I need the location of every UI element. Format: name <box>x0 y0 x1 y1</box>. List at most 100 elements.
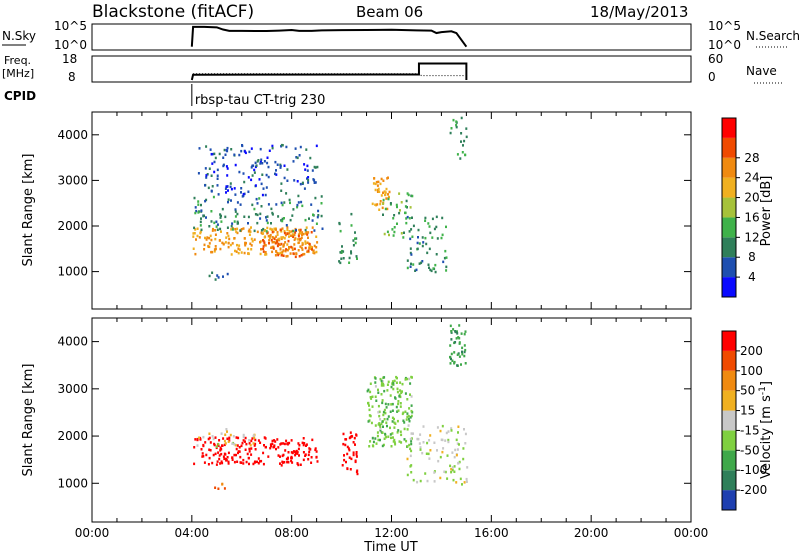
power-colorbar: 4 8 12 16 20 24 28 <box>721 117 760 298</box>
data-cell <box>400 433 403 437</box>
data-cell <box>463 332 466 336</box>
data-cell <box>280 242 283 246</box>
data-cell <box>451 468 454 472</box>
data-cell <box>404 392 407 395</box>
data-cell <box>250 248 253 251</box>
data-cell <box>306 169 309 172</box>
data-cell <box>214 156 217 160</box>
data-cell <box>376 203 379 206</box>
data-cell <box>252 442 255 445</box>
data-cell <box>306 164 309 168</box>
data-cell <box>420 261 423 265</box>
data-cell <box>346 445 349 449</box>
data-cell <box>444 470 447 474</box>
data-cell <box>215 220 218 223</box>
data-cell <box>303 187 306 190</box>
data-cell <box>404 205 407 208</box>
colorbar-swatch <box>722 197 736 218</box>
data-cell <box>396 205 398 209</box>
data-cell <box>377 180 380 184</box>
data-cell <box>275 169 277 172</box>
data-cell <box>398 393 401 397</box>
data-cell <box>219 449 222 452</box>
data-cell <box>382 198 385 202</box>
data-cell <box>458 355 461 358</box>
data-cell <box>350 252 353 255</box>
data-cell <box>459 477 462 481</box>
data-cell <box>292 235 295 238</box>
data-cell <box>302 458 305 462</box>
data-cell <box>242 227 245 230</box>
data-cell <box>378 422 381 425</box>
data-cell <box>454 341 457 344</box>
data-cell <box>412 478 415 482</box>
data-cell <box>396 390 399 394</box>
data-cell <box>450 127 453 130</box>
data-cell <box>250 244 253 247</box>
data-cell <box>287 451 290 454</box>
data-cell <box>240 228 243 231</box>
data-cell <box>209 148 212 151</box>
data-cell <box>409 247 412 250</box>
data-cell <box>395 203 398 207</box>
data-cell <box>223 148 226 152</box>
data-cell <box>352 239 355 242</box>
data-cell <box>346 467 349 471</box>
data-cell <box>313 244 316 248</box>
data-cell <box>374 395 377 398</box>
data-cell <box>268 149 271 152</box>
data-cell <box>374 424 377 427</box>
data-cell <box>308 217 310 220</box>
data-cell <box>226 226 229 229</box>
data-cell <box>458 467 461 471</box>
data-cell <box>199 220 202 224</box>
data-cell <box>239 455 242 459</box>
power-y-axis-label: Slant Range [km] <box>21 154 36 267</box>
data-cell <box>283 164 286 167</box>
data-cell <box>301 241 304 245</box>
data-cell <box>261 193 264 197</box>
data-cell <box>240 149 243 153</box>
data-cell <box>233 453 236 457</box>
data-cell <box>295 449 298 453</box>
data-cell <box>320 214 323 218</box>
data-cell <box>393 214 396 217</box>
data-cell <box>247 190 250 193</box>
data-cell <box>223 439 226 443</box>
data-cell <box>303 442 306 445</box>
data-cell <box>193 462 196 466</box>
data-cell <box>196 444 199 447</box>
data-cell <box>338 222 341 226</box>
data-cell <box>253 207 256 211</box>
data-cell <box>449 324 452 328</box>
data-cell <box>433 471 436 474</box>
data-cell <box>464 153 467 157</box>
data-cell <box>297 447 300 451</box>
data-cell <box>220 432 223 435</box>
data-cell <box>204 199 207 203</box>
data-cell <box>248 447 251 451</box>
data-cell <box>265 216 267 219</box>
data-cell <box>242 172 245 175</box>
data-cell <box>271 442 274 446</box>
data-cell <box>275 173 278 176</box>
data-cell <box>403 427 406 431</box>
data-cell <box>406 415 409 419</box>
data-cell <box>372 440 375 444</box>
data-cell <box>267 234 270 238</box>
data-cell <box>400 391 403 395</box>
data-cell <box>194 206 197 209</box>
data-cell <box>210 210 213 213</box>
data-cell <box>260 158 263 161</box>
data-cell <box>237 450 240 453</box>
data-cell <box>239 203 242 206</box>
data-cell <box>369 396 372 399</box>
data-cell <box>397 429 400 432</box>
data-cell <box>456 442 459 445</box>
data-cell <box>286 248 289 252</box>
data-cell <box>245 460 248 464</box>
data-cell <box>261 173 264 176</box>
data-cell <box>242 462 245 465</box>
data-cell <box>463 428 465 431</box>
data-cell <box>405 221 408 225</box>
